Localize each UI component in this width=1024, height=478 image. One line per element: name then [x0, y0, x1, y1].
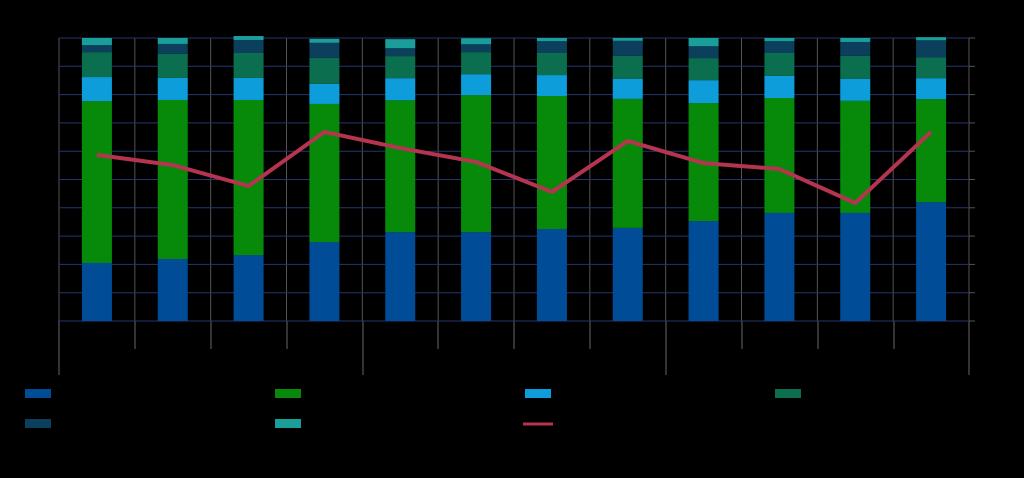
bar-segment	[840, 100, 871, 213]
bar-segment	[461, 38, 492, 45]
bar-segment	[840, 55, 871, 79]
bar-segment	[385, 39, 416, 49]
bar-segment	[233, 255, 264, 321]
bar-segment	[233, 77, 264, 100]
bar-segment	[840, 38, 871, 42]
bar-segment	[536, 52, 567, 76]
bar-segment	[81, 262, 112, 321]
bar-segment	[233, 52, 264, 78]
bar-segment	[688, 46, 719, 59]
bar-segment	[612, 40, 643, 56]
bar-segment	[81, 52, 112, 78]
bar-segment	[916, 78, 947, 100]
bar-segment	[764, 75, 795, 98]
bar-segment	[840, 212, 871, 321]
bar-segment	[233, 39, 264, 53]
bar-segment	[81, 77, 112, 102]
bar-segment	[385, 48, 416, 57]
bar-segment	[385, 56, 416, 79]
bar-segment	[309, 242, 340, 321]
bar-segment	[81, 38, 112, 46]
bar-segment	[764, 41, 795, 53]
legend-swatch	[275, 389, 301, 398]
bar-segment	[764, 38, 795, 42]
bar-segment	[157, 77, 188, 100]
legend-swatch	[25, 389, 51, 398]
bar-segment	[157, 38, 188, 44]
bar-segment	[688, 58, 719, 81]
bar-segment	[309, 57, 340, 84]
bar-segment	[157, 53, 188, 78]
bar-segment	[688, 38, 719, 47]
bar-segment	[309, 103, 340, 243]
bar-segment	[536, 229, 567, 321]
bar-segment	[916, 99, 947, 203]
bar-segment	[461, 52, 492, 75]
bar-segment	[309, 38, 340, 43]
bar-segment	[764, 212, 795, 321]
bar-segment	[612, 78, 643, 99]
bar-segment	[840, 78, 871, 101]
line-series	[96, 129, 933, 205]
bar-segment	[612, 55, 643, 79]
bar-segment	[81, 45, 112, 53]
bar-segment	[309, 83, 340, 104]
bar-segment	[536, 41, 567, 53]
bar-segment	[612, 98, 643, 228]
bar-segment	[385, 78, 416, 101]
bar-segment	[688, 221, 719, 321]
bar-segment	[688, 80, 719, 104]
category-axis	[58, 321, 970, 375]
bar-segment	[916, 40, 947, 58]
bar-segment	[461, 44, 492, 53]
bar-segment	[233, 36, 264, 40]
bar-segment	[840, 41, 871, 56]
bar-segment	[612, 38, 643, 41]
bar-segment	[157, 43, 188, 54]
legend-swatch	[525, 389, 551, 398]
bar-segment	[916, 202, 947, 321]
bar-segment	[461, 232, 492, 321]
bar-segment	[385, 100, 416, 233]
bar-segment	[536, 96, 567, 230]
bar-segment	[461, 74, 492, 96]
bar-segment	[916, 37, 947, 41]
bar-segment	[916, 57, 947, 79]
bar-segment	[536, 75, 567, 97]
bar-segment	[764, 97, 795, 213]
legend-swatch	[775, 389, 801, 398]
bar-segment	[157, 259, 188, 321]
legend-swatch	[25, 419, 51, 428]
bar-segment	[612, 227, 643, 321]
legend-swatch	[275, 419, 301, 428]
bar-segment	[309, 42, 340, 58]
bar-segment	[536, 38, 567, 42]
bar-segment	[81, 101, 112, 263]
bar-segment	[157, 99, 188, 260]
bar-segment	[764, 52, 795, 76]
bar-segment	[385, 232, 416, 321]
